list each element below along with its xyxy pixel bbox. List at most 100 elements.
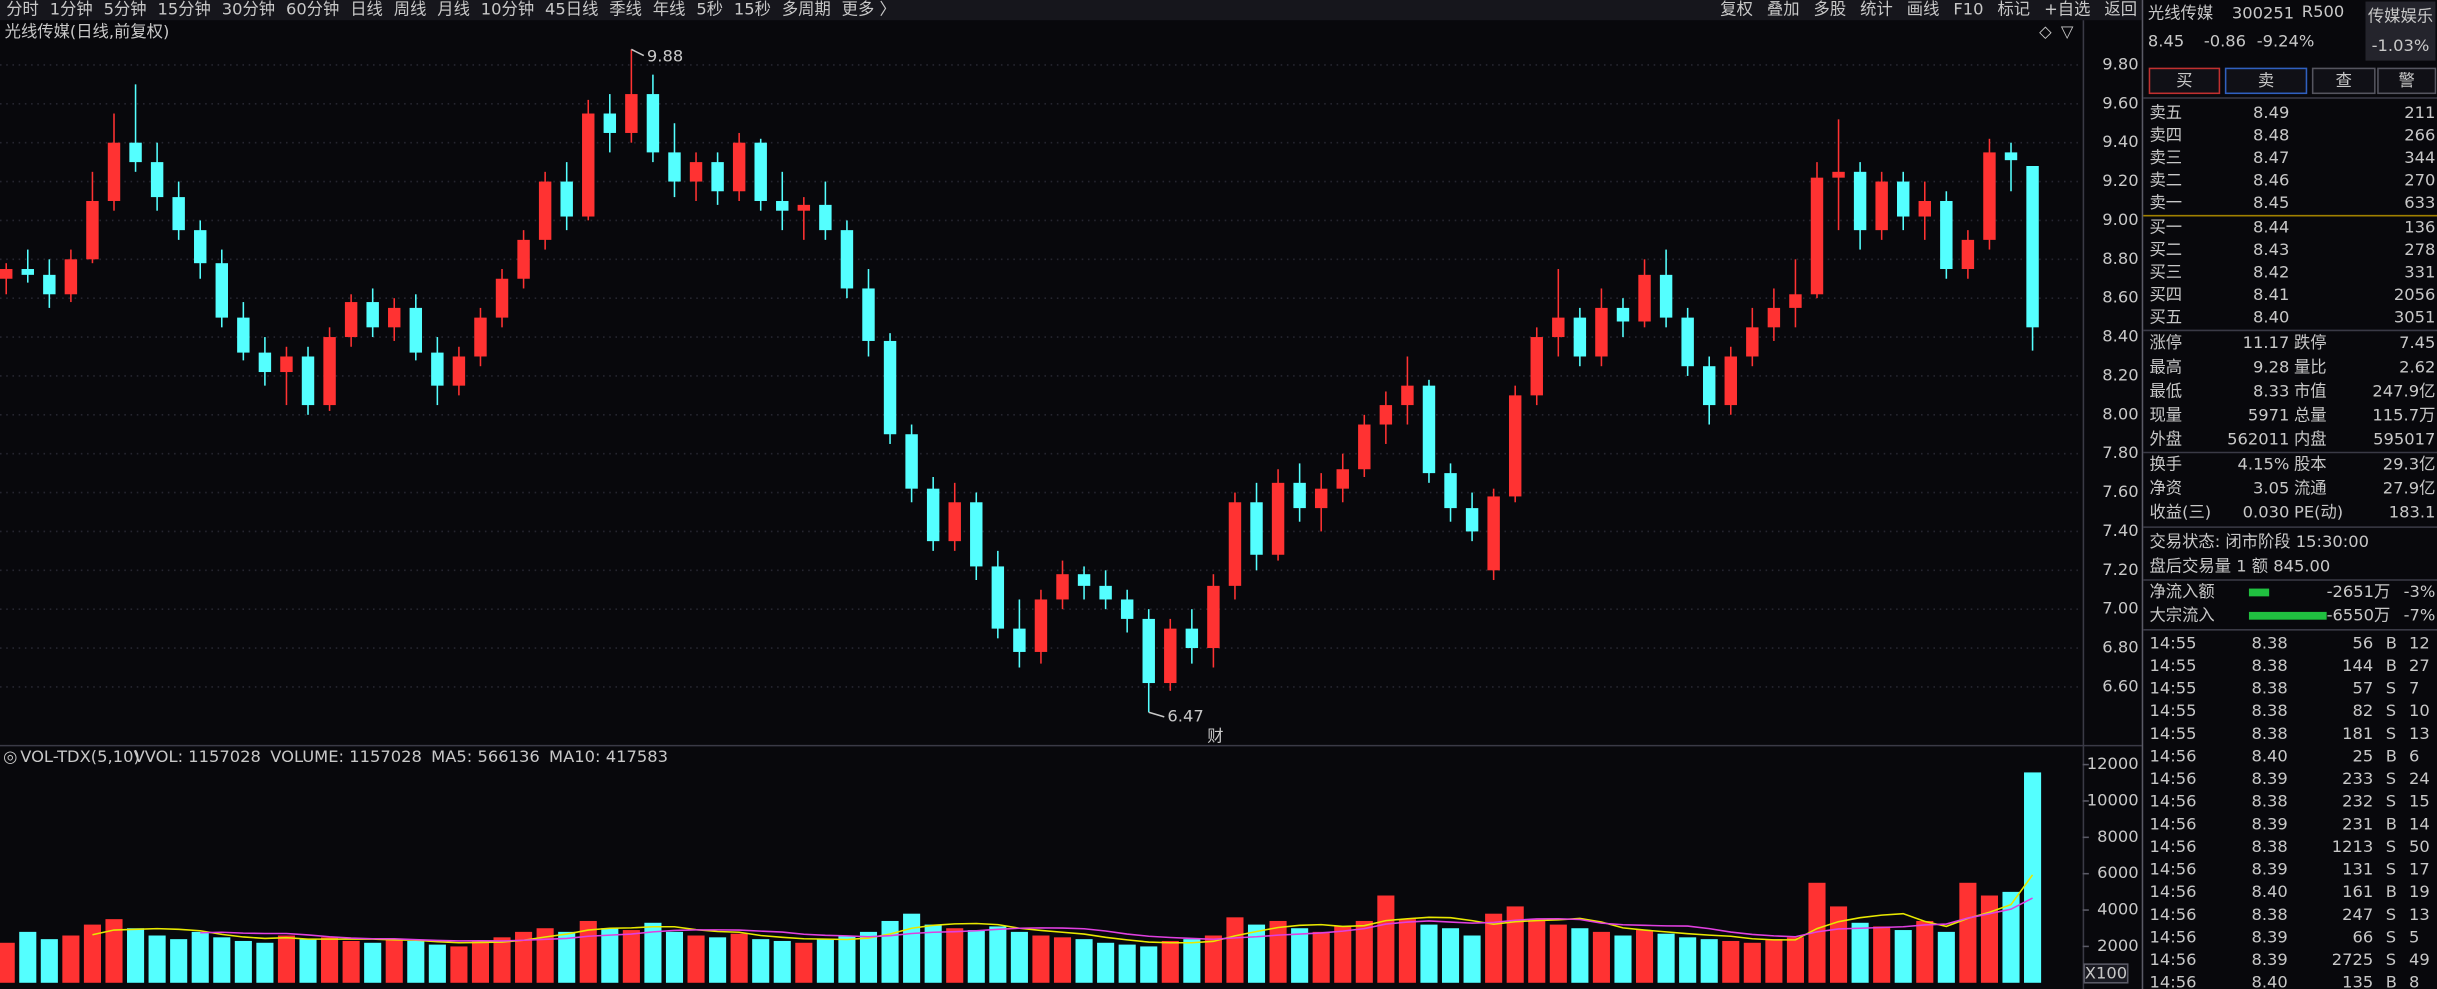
tool-button[interactable]: 叠加 — [1767, 0, 1800, 19]
trade-button[interactable] — [2377, 67, 2437, 95]
volume-unit: X100 — [2085, 964, 2127, 983]
tool-button[interactable]: +自选 — [2044, 0, 2090, 19]
period-tab[interactable]: 更多 〉 — [842, 0, 896, 19]
event-marker[interactable]: 财 — [1207, 727, 1223, 746]
period-tab[interactable]: 日线 — [350, 0, 383, 19]
trade-time: 14:56 — [2149, 882, 2196, 901]
trade-status: 交易状态: 闭市阶段 15:30:00 — [2149, 532, 2369, 551]
flow-label: 净流入额 — [2149, 582, 2214, 601]
volume-bar — [493, 937, 511, 983]
period-tab[interactable]: 5分钟 — [104, 0, 147, 19]
candle-body — [452, 356, 466, 386]
trade-button-label[interactable]: 买 — [2176, 71, 2192, 90]
period-tab[interactable]: 30分钟 — [222, 0, 275, 19]
candle-body — [301, 356, 315, 406]
trade-button[interactable] — [2224, 67, 2308, 95]
volume-bar — [277, 935, 296, 983]
trade-count: 6 — [2409, 746, 2419, 765]
trade-time: 14:55 — [2149, 633, 2196, 652]
candle-body — [2004, 152, 2018, 161]
flow-bar — [2248, 611, 2327, 620]
indicator-icon[interactable]: ◎ — [3, 747, 17, 766]
period-tab[interactable]: 10分钟 — [481, 0, 534, 19]
trade-time: 14:56 — [2149, 837, 2196, 856]
volume-bar — [1937, 931, 1955, 983]
tool-icon[interactable]: ◇ — [2039, 22, 2052, 41]
candle-body — [1767, 307, 1781, 328]
volume-bar — [795, 942, 813, 983]
flow-bar — [2248, 588, 2270, 597]
candle-body — [1379, 405, 1393, 425]
annotation-arrow — [631, 48, 645, 57]
period-tab[interactable]: 季线 — [609, 0, 642, 19]
volume-bar — [752, 939, 770, 983]
period-tab[interactable]: 1分钟 — [50, 0, 93, 19]
stat-label: 流通 — [2294, 479, 2327, 498]
trade-button-label[interactable]: 警 — [2399, 71, 2415, 90]
tool-button[interactable]: F10 — [1953, 0, 1983, 19]
volume-bar — [342, 940, 360, 983]
period-tab[interactable]: 15秒 — [734, 0, 771, 19]
stat-value: 3.05 — [2253, 479, 2289, 498]
trade-side: S — [2386, 724, 2396, 743]
volume-bar — [1118, 944, 1136, 983]
annotation-arrow — [1148, 711, 1165, 718]
period-tab[interactable]: 60分钟 — [286, 0, 339, 19]
tool-button[interactable]: 画线 — [1907, 0, 1940, 19]
period-tab[interactable]: 5秒 — [696, 0, 723, 19]
tool-button[interactable]: 统计 — [1860, 0, 1893, 19]
book-price: 8.40 — [2253, 308, 2289, 327]
period-tab[interactable]: 15分钟 — [157, 0, 210, 19]
period-tab[interactable]: 45日线 — [545, 0, 598, 19]
period-tab[interactable]: 年线 — [653, 0, 686, 19]
indicator-title: VOL-TDX(5,10) — [20, 747, 140, 766]
trade-count: 10 — [2409, 701, 2430, 720]
book-label: 买二 — [2149, 240, 2182, 259]
trade-time: 14:56 — [2149, 814, 2196, 833]
candle-body — [431, 352, 444, 386]
volume-bar — [1140, 946, 1158, 983]
candle-body — [194, 230, 207, 264]
trade-button-label[interactable]: 卖 — [2258, 71, 2274, 90]
trade-button[interactable] — [2148, 67, 2221, 95]
stat-value: 27.9亿 — [2383, 479, 2436, 498]
y-tick-label: 9.60 — [2102, 93, 2138, 112]
y-tick-label: 7.40 — [2102, 521, 2138, 540]
last-price: 8.45 — [2148, 31, 2184, 50]
trade-count: 49 — [2409, 950, 2430, 969]
volume-bar — [385, 939, 403, 983]
period-tab[interactable]: 多周期 — [782, 0, 831, 19]
candle-body — [1724, 356, 1737, 406]
stat-value: 562011 — [2227, 430, 2289, 449]
candle-body — [64, 259, 78, 295]
stat-value: 9.28 — [2253, 357, 2289, 376]
y-tick-label: 6000 — [2097, 863, 2139, 882]
period-tab[interactable]: 月线 — [437, 0, 470, 19]
tool-button[interactable]: 复权 — [1720, 0, 1753, 19]
candle-body — [646, 94, 660, 153]
trade-price: 8.39 — [2251, 814, 2287, 833]
tool-button[interactable]: 返回 — [2104, 0, 2137, 19]
flow-label: 大宗流入 — [2149, 605, 2214, 624]
volume-bar — [881, 920, 899, 983]
tool-button[interactable]: 多股 — [1814, 0, 1847, 19]
volume-bar — [450, 946, 468, 983]
candle-body — [1552, 317, 1565, 338]
volume-bar — [536, 928, 554, 983]
sector-change: -1.03% — [2372, 36, 2430, 55]
candle-body — [43, 274, 56, 295]
candle-body — [1508, 395, 1522, 497]
candle-body — [926, 488, 940, 542]
candle-body — [603, 113, 617, 133]
trade-side: S — [2386, 860, 2396, 879]
y-tick-label: 6.80 — [2102, 638, 2138, 657]
trade-button[interactable] — [2311, 67, 2376, 95]
tool-icon[interactable]: ▽ — [2061, 22, 2074, 41]
candle-body — [1013, 628, 1026, 652]
book-volume: 136 — [2404, 217, 2435, 236]
trade-button-label[interactable]: 查 — [2336, 71, 2352, 90]
period-tab[interactable]: 周线 — [394, 0, 427, 19]
candle-body — [2026, 165, 2039, 328]
tool-button[interactable]: 标记 — [1998, 0, 2031, 19]
period-tab[interactable]: 分时 — [6, 0, 39, 19]
